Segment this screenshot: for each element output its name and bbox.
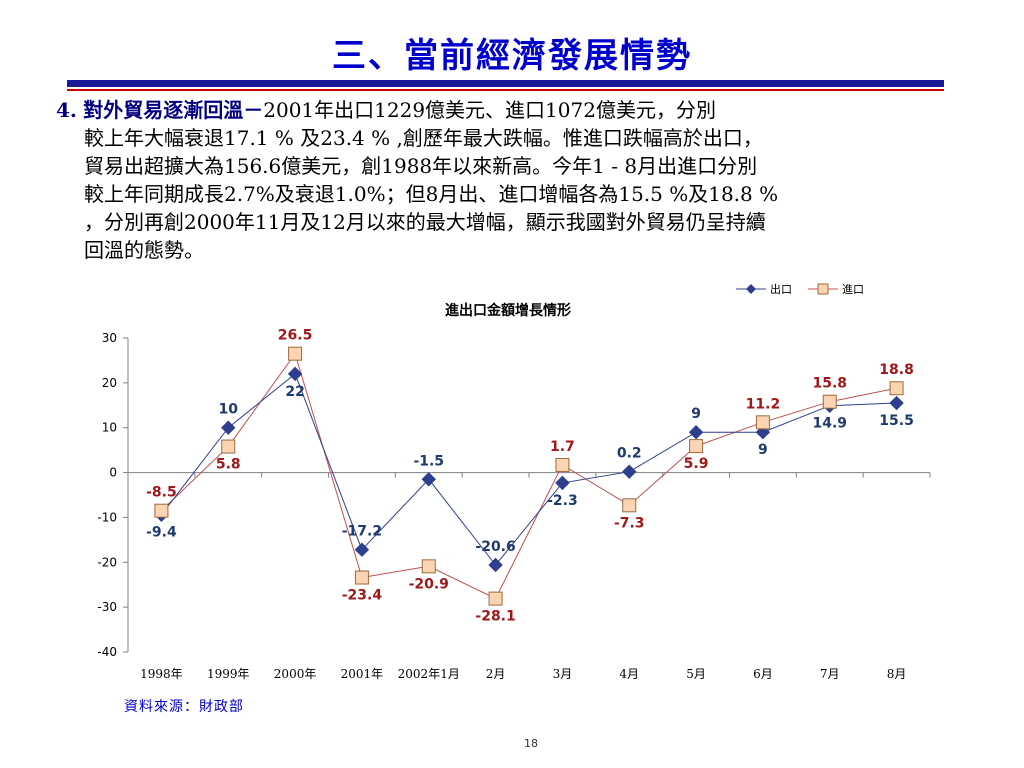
x-tick-label: 2001年 bbox=[341, 667, 384, 681]
item-heading: 對外貿易逐漸回溫－ bbox=[83, 98, 264, 122]
export-data-label: 22 bbox=[285, 384, 304, 400]
chart-legend: 出口 進口 bbox=[736, 282, 864, 296]
body-line: 較上年大幅衰退17.1 % 及23.4 % ,創歷年最大跌幅。惟進口跌幅高於出口… bbox=[84, 126, 763, 150]
x-tick-label: 2月 bbox=[486, 667, 506, 681]
export-point bbox=[622, 464, 637, 479]
x-tick-label: 7月 bbox=[820, 667, 840, 681]
import-point bbox=[488, 591, 503, 606]
slide-title: 三、當前經濟發展情勢 bbox=[332, 36, 692, 76]
import-data-label: 18.8 bbox=[879, 362, 914, 378]
export-point bbox=[688, 424, 704, 440]
body-line: 較上年同期成長2.7%及衰退1.0%；但8月出、進口增幅各為15.5 %及18.… bbox=[84, 182, 779, 206]
body-line: 貿易出超擴大為156.6億美元，創1988年以來新高。今年1 - 8月出進口分別 bbox=[84, 154, 758, 178]
x-tick-label: 6月 bbox=[753, 667, 773, 681]
source-note: 資料來源：財政部 bbox=[124, 699, 244, 715]
import-series-line bbox=[161, 352, 897, 600]
y-tick-label: -20 bbox=[97, 555, 117, 569]
import-point bbox=[421, 559, 436, 574]
export-point bbox=[421, 472, 436, 487]
import-point bbox=[288, 346, 303, 361]
import-data-label: -23.4 bbox=[342, 588, 383, 604]
export-point bbox=[221, 420, 236, 435]
x-tick-label: 3月 bbox=[553, 667, 573, 681]
x-tick-label: 1999年 bbox=[207, 667, 250, 681]
import-point bbox=[755, 415, 770, 430]
import-point bbox=[354, 570, 369, 585]
export-point bbox=[287, 366, 303, 382]
import-data-label: 26.5 bbox=[278, 328, 313, 344]
title-rule-thin bbox=[67, 89, 944, 91]
y-tick-label: 20 bbox=[102, 376, 117, 390]
item-number: 4. bbox=[56, 98, 77, 122]
legend-export-marker bbox=[746, 284, 756, 294]
y-axis: 30 20 10 0 -10 -20 -30 -40 bbox=[97, 331, 129, 659]
page-number: 18 bbox=[524, 737, 538, 750]
import-data-label: -28.1 bbox=[475, 609, 515, 625]
import-data-label: -8.5 bbox=[146, 485, 177, 501]
export-data-label: -17.2 bbox=[342, 524, 382, 540]
export-point bbox=[488, 557, 503, 573]
y-tick-label: -40 bbox=[97, 645, 117, 659]
import-data-label: -20.9 bbox=[409, 576, 449, 592]
import-point bbox=[689, 439, 704, 454]
y-tick-label: 30 bbox=[102, 331, 117, 345]
export-point bbox=[889, 395, 904, 411]
title-rule-thick bbox=[67, 80, 944, 87]
export-data-label: 9 bbox=[691, 406, 701, 422]
body-text: 4. 對外貿易逐漸回溫－2001年出口1229億美元、進口1072億美元，分別 … bbox=[56, 96, 966, 264]
import-data-label: 1.7 bbox=[550, 439, 575, 455]
x-tick-label: 8月 bbox=[887, 667, 907, 681]
series-lines bbox=[161, 352, 897, 600]
export-data-label: 10 bbox=[219, 402, 239, 418]
import-point bbox=[221, 439, 236, 454]
body-line: 回溫的態勢。 bbox=[84, 238, 204, 262]
import-point bbox=[889, 381, 904, 396]
x-axis: 1998年 1999年 2000年 2001年 2002年1月 2月 3月 4月 5月 6月 7月 8… bbox=[127, 472, 931, 681]
body-line: ，分別再創2000年11月及12月以來的最大增幅，顯示我國對外貿易仍呈持續 bbox=[84, 210, 766, 234]
import-data-label: 11.2 bbox=[746, 396, 781, 412]
export-data-label: 9 bbox=[758, 442, 768, 458]
x-tick-label: 1998年 bbox=[140, 667, 183, 681]
legend-import-marker bbox=[817, 283, 829, 295]
import-point bbox=[555, 457, 570, 472]
y-tick-label: 0 bbox=[109, 466, 117, 480]
legend-export-label: 出口 bbox=[770, 282, 792, 296]
import-point bbox=[822, 394, 837, 409]
x-tick-label: 4月 bbox=[619, 667, 639, 681]
export-data-label: -20.6 bbox=[475, 539, 515, 555]
export-series-line bbox=[161, 373, 897, 566]
export-data-label: -2.3 bbox=[547, 493, 578, 509]
import-data-label: 15.8 bbox=[812, 376, 847, 392]
series-markers bbox=[154, 346, 904, 606]
y-tick-label: 10 bbox=[102, 421, 117, 435]
y-tick-label: -10 bbox=[97, 510, 117, 524]
x-tick-label: 5月 bbox=[686, 667, 706, 681]
export-data-label: 0.2 bbox=[617, 446, 642, 462]
legend-import-label: 進口 bbox=[842, 283, 864, 296]
export-data-label: 15.5 bbox=[879, 413, 914, 429]
y-tick-label: -30 bbox=[97, 600, 117, 614]
import-data-label: -7.3 bbox=[614, 515, 645, 531]
import-data-label: 5.8 bbox=[216, 457, 241, 473]
x-tick-label: 2000年 bbox=[274, 667, 317, 681]
import-point bbox=[154, 503, 169, 518]
export-point bbox=[354, 542, 370, 557]
export-point bbox=[555, 475, 570, 491]
chart-title: 進出口金額增長情形 bbox=[445, 302, 571, 319]
export-data-label: 14.9 bbox=[812, 416, 847, 432]
body-line-text: 2001年出口1229億美元、進口1072億美元，分別 bbox=[263, 98, 716, 122]
data-labels: -9.4 -8.5 10 5.8 22 26.5 -17.2 -23.4 -1.5 -20.9 -2… bbox=[146, 328, 914, 625]
export-data-label: -1.5 bbox=[413, 453, 444, 469]
export-data-label: -9.4 bbox=[146, 525, 177, 541]
import-point bbox=[622, 498, 637, 513]
import-data-label: 5.9 bbox=[684, 456, 709, 472]
body-line-first: 4. 對外貿易逐漸回溫－2001年出口1229億美元、進口1072億美元，分別 bbox=[56, 96, 966, 124]
x-tick-label: 2002年1月 bbox=[398, 667, 460, 681]
